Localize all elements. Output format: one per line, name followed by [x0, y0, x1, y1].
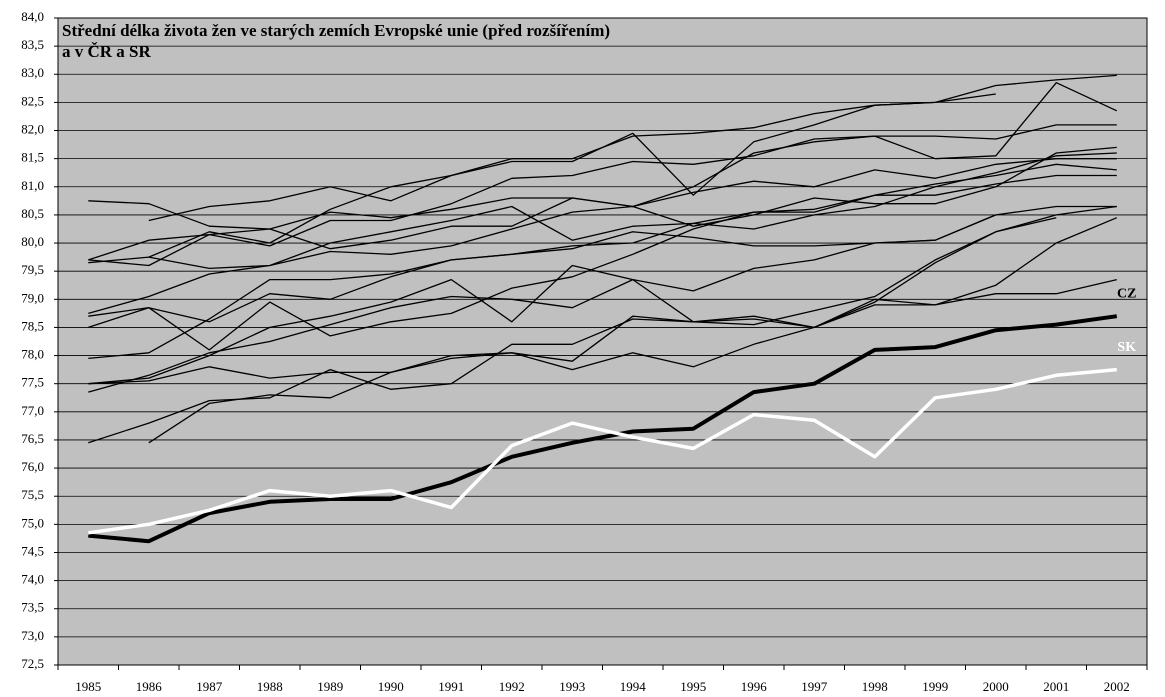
series-line — [88, 367, 1117, 535]
chart-title: a v ČR a SR — [62, 42, 152, 61]
series-line — [88, 124, 1117, 267]
series-line — [148, 217, 1057, 444]
x-tick-label: 1991 — [438, 679, 464, 694]
series-label: CZ — [1117, 286, 1136, 301]
y-tick-label: 84,0 — [21, 9, 44, 24]
y-tick-label: 76,0 — [21, 459, 44, 474]
y-tick-label: 75,0 — [21, 515, 44, 530]
x-tick-label: 2001 — [1043, 679, 1069, 694]
x-tick-label: 1992 — [499, 679, 525, 694]
y-tick-label: 78,5 — [21, 318, 44, 333]
y-tick-label: 78,0 — [21, 347, 44, 362]
series-line — [88, 205, 1117, 385]
x-tick-label: 2002 — [1104, 679, 1130, 694]
series-line — [148, 74, 1117, 222]
x-tick-label: 1999 — [922, 679, 948, 694]
y-tick-label: 80,0 — [21, 234, 44, 249]
y-tick-label: 73,5 — [21, 600, 44, 615]
series-line — [88, 214, 997, 385]
x-tick-label: 1990 — [378, 679, 404, 694]
x-tick-label: 1998 — [862, 679, 888, 694]
y-tick-label: 79,0 — [21, 290, 44, 305]
plot-area — [57, 17, 1148, 666]
y-tick-label: 73,0 — [21, 628, 44, 643]
series-line — [88, 163, 1117, 315]
series-line — [88, 174, 1117, 351]
series-line — [88, 217, 1118, 444]
x-tick-label: 1986 — [136, 679, 163, 694]
y-tick-label: 74,5 — [21, 543, 44, 558]
series-line — [88, 82, 1118, 261]
x-tick-label: 1997 — [801, 679, 828, 694]
x-tick-label: 1996 — [741, 679, 768, 694]
y-tick-label: 74,0 — [21, 572, 44, 587]
y-tick-label: 80,5 — [21, 206, 44, 221]
x-tick-label: 1985 — [75, 679, 101, 694]
y-tick-label: 81,5 — [21, 150, 44, 165]
chart-title: Střední délka života žen ve starých zemí… — [62, 21, 610, 40]
series-line — [148, 146, 1117, 270]
y-tick-label: 83,0 — [21, 65, 44, 80]
x-tick-label: 1989 — [317, 679, 343, 694]
y-tick-label: 77,5 — [21, 375, 44, 390]
y-tick-label: 82,5 — [21, 93, 44, 108]
y-tick-label: 72,5 — [21, 656, 44, 671]
series-line — [88, 152, 1117, 360]
y-tick-label: 82,0 — [21, 122, 44, 137]
y-tick-label: 79,5 — [21, 262, 44, 277]
x-tick-label: 1994 — [620, 679, 647, 694]
x-tick-label: 1993 — [559, 679, 585, 694]
series-line — [88, 93, 996, 264]
y-tick-label: 75,5 — [21, 487, 44, 502]
series-line — [88, 278, 1117, 393]
y-tick-label: 81,0 — [21, 178, 44, 193]
y-tick-label: 83,5 — [21, 37, 44, 52]
y-tick-label: 77,0 — [21, 403, 44, 418]
x-tick-label: 1988 — [257, 679, 283, 694]
x-tick-label: 1987 — [196, 679, 223, 694]
x-tick-label: 2000 — [983, 679, 1009, 694]
series-line — [88, 314, 1118, 544]
y-tick-label: 76,5 — [21, 431, 44, 446]
series-label: SK — [1117, 340, 1136, 355]
x-tick-label: 1995 — [680, 679, 706, 694]
